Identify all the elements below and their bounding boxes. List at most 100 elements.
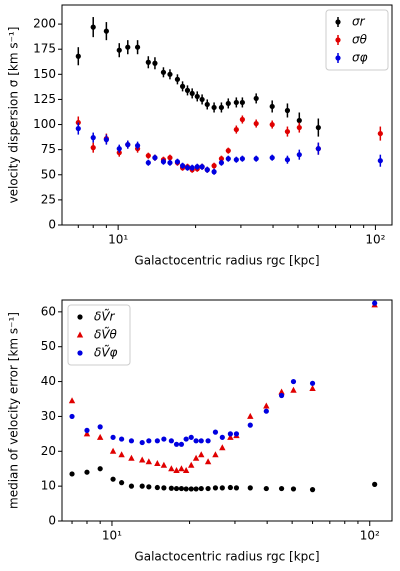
marker	[233, 431, 240, 437]
marker	[109, 447, 117, 454]
marker	[227, 431, 233, 437]
legend-label: δṼφ	[94, 345, 118, 360]
legend-label: δṼr	[94, 309, 116, 324]
y-tick-label: 25	[41, 192, 56, 206]
marker	[152, 155, 158, 161]
marker	[97, 424, 103, 430]
x-tick-label: 10²	[365, 233, 385, 247]
marker	[68, 397, 76, 404]
marker	[284, 107, 291, 114]
marker	[194, 164, 200, 170]
marker	[219, 434, 225, 440]
marker	[97, 466, 103, 472]
marker	[377, 130, 383, 137]
marker	[173, 485, 180, 492]
marker	[125, 142, 131, 148]
marker	[188, 461, 195, 468]
marker	[199, 164, 205, 170]
legend-marker	[76, 331, 84, 338]
marker	[90, 24, 96, 30]
marker	[119, 436, 125, 442]
marker	[263, 485, 269, 492]
y-tick-label: 0	[48, 218, 56, 232]
marker	[178, 441, 185, 447]
marker	[189, 90, 195, 97]
marker	[198, 485, 204, 492]
marker	[69, 471, 75, 477]
x-axis-label: Galactocentric radius rgc [kpc]	[134, 254, 319, 268]
marker	[75, 53, 81, 59]
marker	[269, 121, 275, 128]
y-tick-label: 125	[33, 92, 56, 106]
marker	[161, 485, 167, 491]
marker	[103, 28, 109, 34]
y-tick-label: 20	[41, 444, 56, 458]
marker	[205, 438, 211, 444]
marker	[290, 386, 297, 393]
marker	[173, 441, 180, 447]
marker	[154, 459, 161, 466]
marker	[227, 484, 233, 491]
marker	[296, 124, 302, 131]
marker	[161, 436, 167, 442]
marker	[160, 159, 167, 165]
marker	[233, 126, 239, 133]
y-tick-label: 0	[48, 514, 56, 528]
marker	[211, 104, 217, 111]
marker	[179, 83, 186, 89]
marker	[211, 163, 217, 169]
marker	[219, 444, 226, 451]
x-axis-label: Galactocentric radius rgc [kpc]	[134, 550, 319, 564]
marker	[139, 483, 145, 489]
marker	[146, 438, 152, 444]
panel: 0 10 20 30 40 50 60 10¹ 10² Galactocentric radius…	[7, 299, 393, 564]
marker	[184, 165, 191, 171]
marker	[184, 87, 191, 93]
y-tick-label: 50	[41, 167, 56, 181]
marker	[225, 100, 231, 107]
marker	[212, 429, 219, 435]
marker	[138, 456, 146, 463]
marker	[128, 454, 135, 461]
marker	[269, 155, 275, 161]
marker	[128, 438, 135, 444]
legend-marker	[77, 350, 83, 356]
marker	[116, 47, 122, 53]
marker	[160, 69, 167, 75]
marker	[174, 159, 181, 165]
marker	[145, 59, 151, 65]
marker	[212, 485, 219, 491]
marker	[145, 153, 151, 159]
marker	[204, 101, 210, 108]
marker	[290, 378, 297, 385]
marker	[218, 160, 225, 166]
marker	[198, 451, 205, 458]
marker	[211, 169, 217, 175]
y-tick-label: 40	[41, 374, 56, 388]
y-tick-label: 150	[33, 67, 56, 81]
y-tick-label: 200	[33, 17, 56, 31]
marker	[110, 434, 116, 440]
x-tick-label: 10²	[360, 529, 380, 543]
marker	[212, 451, 219, 458]
marker	[199, 96, 205, 103]
plot-frame	[61, 4, 393, 226]
marker	[269, 103, 275, 110]
marker	[90, 135, 96, 141]
marker	[178, 465, 185, 472]
marker	[193, 486, 199, 492]
marker	[167, 160, 173, 166]
marker	[128, 483, 135, 489]
marker	[218, 104, 225, 111]
marker	[183, 486, 189, 492]
marker	[167, 155, 173, 161]
marker	[290, 486, 297, 492]
marker	[192, 454, 200, 461]
marker	[178, 485, 185, 492]
plot-frame	[61, 299, 393, 522]
marker	[173, 466, 180, 473]
marker	[182, 466, 190, 473]
marker	[134, 44, 141, 50]
marker	[284, 128, 291, 135]
